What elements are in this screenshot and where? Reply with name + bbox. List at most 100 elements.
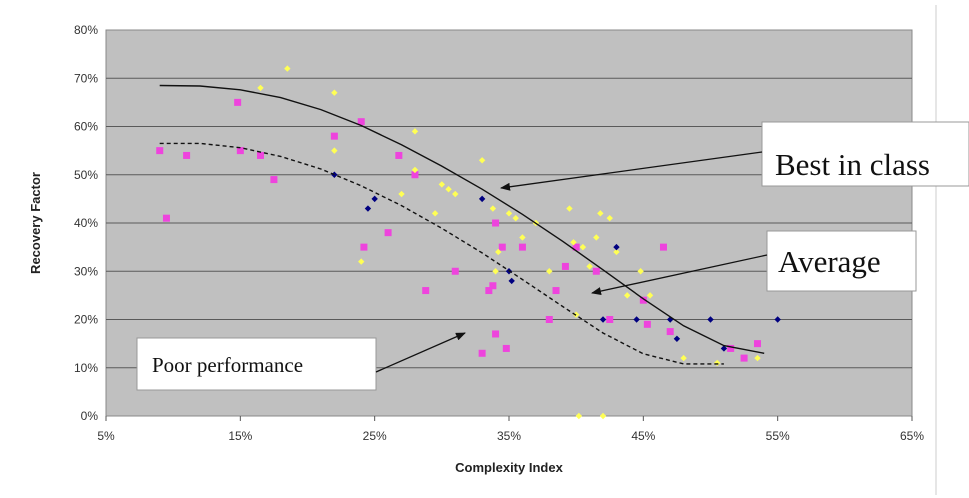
data-point: [371, 195, 378, 203]
callout-best-in-class-label: Best in class: [775, 147, 930, 182]
data-point: [639, 296, 647, 304]
average-trend-line: [159, 142, 724, 365]
callout-average: Average: [766, 230, 917, 292]
data-point: [740, 354, 748, 362]
callout-average-label: Average: [778, 244, 881, 279]
data-point: [586, 263, 593, 270]
data-point: [597, 210, 604, 217]
y-tick-label: 0%: [81, 409, 99, 423]
data-point: [667, 316, 674, 323]
data-point: [659, 243, 667, 251]
x-tick-label: 65%: [900, 429, 924, 443]
y-tick-label: 80%: [74, 23, 98, 37]
arrow-poor-performance: [375, 332, 466, 373]
data-point: [592, 267, 600, 275]
x-tick-label: 15%: [228, 429, 252, 443]
data-points: [156, 65, 781, 420]
data-point: [257, 84, 264, 92]
y-tick-label: 20%: [74, 313, 98, 327]
data-point: [478, 195, 486, 203]
data-point: [575, 412, 583, 420]
y-tick-label: 30%: [74, 264, 98, 278]
y-axis-title: Recovery Factor: [28, 172, 43, 274]
data-point: [411, 128, 419, 135]
data-point: [438, 181, 446, 188]
callout-best-in-class: Best in class: [761, 121, 969, 187]
arrow-best-in-class: [500, 151, 763, 191]
data-point: [754, 340, 762, 348]
data-point: [431, 210, 439, 217]
data-point: [485, 287, 493, 295]
data-point: [545, 316, 553, 323]
data-point: [156, 147, 164, 155]
data-point: [256, 151, 264, 159]
data-point: [236, 147, 244, 155]
data-point: [411, 166, 419, 174]
x-tick-label: 35%: [497, 429, 521, 443]
data-point: [519, 234, 526, 241]
data-point: [643, 320, 651, 328]
x-tick-label: 55%: [766, 429, 790, 443]
callout-poor-performance: Poor performance: [136, 337, 377, 391]
data-point: [364, 205, 372, 212]
data-point: [754, 354, 761, 362]
data-point: [720, 345, 728, 352]
y-tick-label: 60%: [74, 120, 98, 134]
data-point: [395, 151, 403, 159]
data-point: [579, 243, 587, 251]
data-point: [489, 205, 497, 212]
data-point: [489, 282, 497, 290]
data-point: [508, 277, 515, 285]
data-point: [505, 210, 513, 217]
callout-poor-performance-box: [136, 337, 377, 391]
data-point: [546, 268, 553, 275]
data-point: [492, 219, 500, 227]
x-axis-title: Complexity Index: [455, 460, 563, 475]
data-point: [566, 205, 573, 212]
callout-poor-performance-label: Poor performance: [152, 353, 303, 377]
data-point: [512, 214, 519, 222]
data-point: [451, 267, 459, 275]
data-point: [183, 151, 191, 159]
callout-best-in-class-box: [761, 121, 969, 187]
data-point: [666, 328, 674, 336]
data-point: [384, 229, 392, 237]
data-point: [633, 316, 640, 323]
data-point: [498, 243, 506, 251]
data-point: [452, 190, 459, 198]
data-point: [570, 239, 577, 246]
data-point: [330, 132, 338, 140]
data-point: [270, 176, 278, 184]
data-point: [162, 214, 170, 222]
x-axis-ticks: 5% 15% 25% 35% 45% 55% 65%: [97, 416, 924, 443]
data-point: [646, 292, 654, 299]
data-point: [492, 268, 499, 275]
best-in-class-trend-line: [159, 84, 765, 354]
data-point: [518, 243, 526, 251]
data-point: [552, 287, 560, 295]
data-point: [613, 243, 620, 251]
data-point: [572, 243, 580, 251]
data-point: [331, 89, 338, 96]
y-tick-label: 50%: [74, 168, 98, 182]
trend-lines: [159, 84, 765, 365]
x-tick-label: 45%: [631, 429, 655, 443]
data-point: [478, 349, 486, 357]
data-point: [774, 316, 781, 323]
data-point: [637, 268, 644, 275]
x-tick-label: 25%: [363, 429, 387, 443]
y-tick-label: 10%: [74, 361, 98, 375]
data-point: [673, 335, 681, 342]
data-point: [606, 316, 614, 323]
data-point: [284, 65, 291, 72]
data-point: [561, 262, 569, 270]
arrow-average: [591, 254, 768, 295]
data-point: [360, 243, 368, 251]
data-point: [492, 330, 500, 338]
data-point: [502, 344, 510, 352]
data-point: [613, 248, 620, 256]
data-point: [599, 412, 607, 420]
data-point: [357, 118, 365, 126]
data-point: [234, 98, 242, 106]
